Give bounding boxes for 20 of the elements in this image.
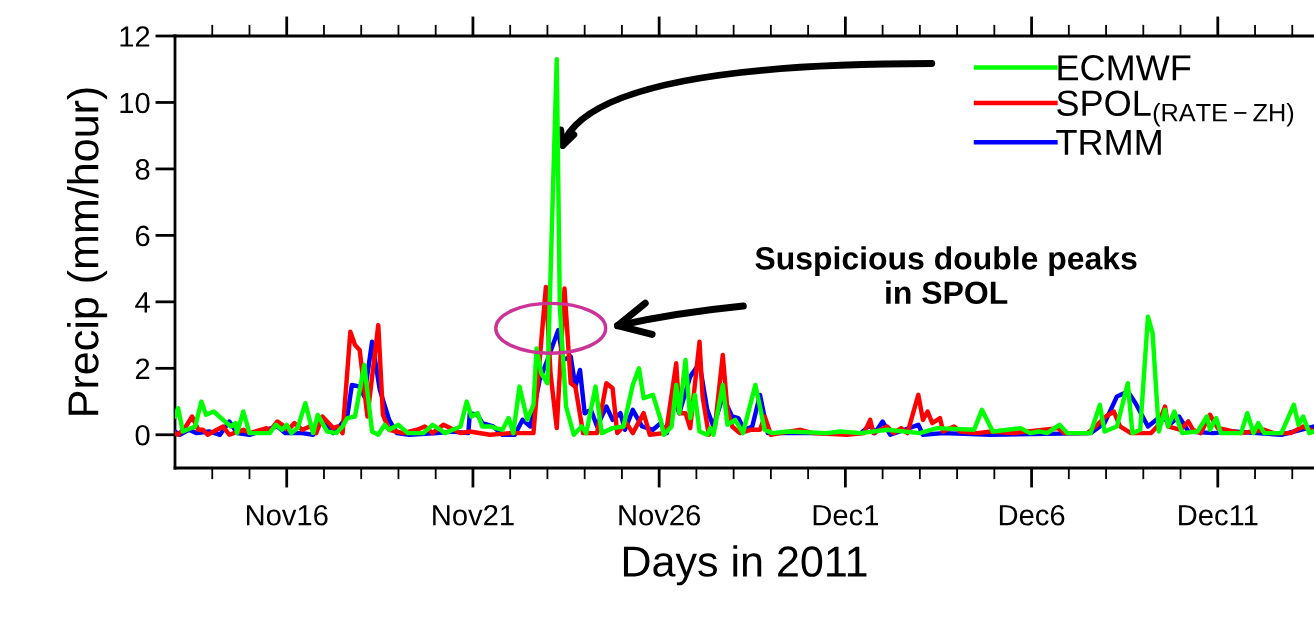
legend-label: SPOL$_{(RATE−ZH)}$: [1057, 90, 1294, 127]
x-axis-title: Days in 2011: [623, 545, 867, 586]
x-tick-label: Dec6: [999, 504, 1065, 526]
x-tick-label: Nov21: [433, 504, 514, 526]
y-tick-label: 12: [120, 26, 150, 47]
y-tick-label: 10: [120, 92, 150, 114]
y-tick-label: 0: [135, 424, 150, 446]
x-tick-label: Nov16: [246, 504, 328, 526]
y-axis-title: Precip (mm/hour): [67, 88, 108, 415]
y-tick-label: 6: [135, 225, 150, 247]
annotation: Suspicious double peaks in SPOL: [755, 246, 1137, 305]
x-tick-label: Nov26: [619, 504, 701, 526]
line-series: [175, 57, 1314, 437]
x-tick-label: Dec1: [813, 505, 878, 526]
x-tick-label: Dec11: [1179, 505, 1258, 526]
y-tick-label: 2: [135, 358, 150, 379]
y-tick-label: 4: [135, 292, 150, 313]
legend-label: ECMWF: [1058, 55, 1191, 81]
legend-label: TRMM: [1056, 130, 1161, 155]
y-tick-label: 8: [135, 159, 150, 180]
